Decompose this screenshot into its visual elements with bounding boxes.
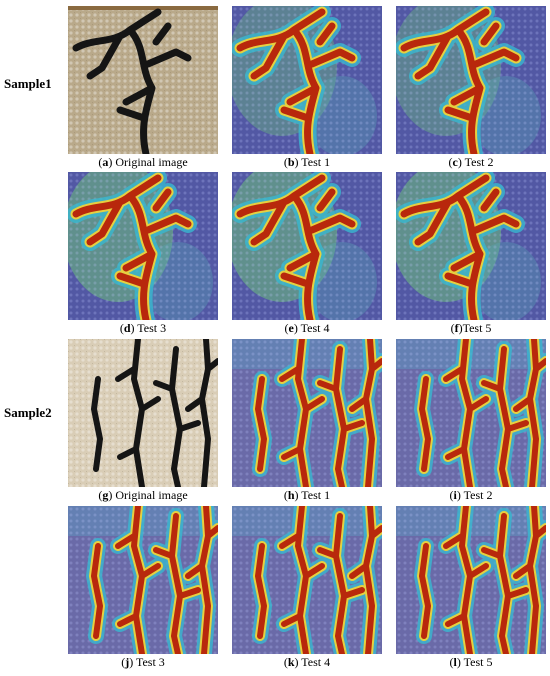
caption: (l) Test 5 (450, 655, 493, 669)
caption-text: ( (121, 655, 125, 669)
image-content (68, 506, 218, 654)
image-content (232, 172, 382, 320)
caption: (g) Original image (98, 488, 187, 502)
caption-text: ( (120, 321, 124, 335)
caption: (f)Test 5 (451, 321, 492, 335)
caption-text: ) Test 5 (457, 655, 493, 669)
caption-text: ) Test 3 (131, 321, 167, 335)
image-content (68, 6, 218, 154)
caption-text: ) Test 4 (294, 321, 330, 335)
caption-text: ) Test 1 (295, 488, 331, 502)
caption-text: ( (450, 488, 454, 502)
panel-image (396, 6, 546, 154)
caption-text: ( (284, 155, 288, 169)
caption: (b) Test 1 (284, 155, 330, 169)
image-content (232, 6, 382, 154)
caption: (j) Test 3 (121, 655, 165, 669)
caption: (d) Test 3 (120, 321, 166, 335)
caption-letter: g (102, 488, 108, 502)
caption-text: ) Test 2 (457, 488, 493, 502)
panel-image (68, 6, 218, 154)
image-content (396, 339, 546, 487)
image-content (68, 172, 218, 320)
caption: (h) Test 1 (284, 488, 330, 502)
panel-image (396, 339, 546, 487)
caption-text: ( (285, 321, 289, 335)
caption-text: ( (284, 488, 288, 502)
caption: (i) Test 2 (450, 488, 493, 502)
panel-image (68, 506, 218, 654)
caption: (k) Test 4 (284, 655, 330, 669)
image-content (68, 339, 218, 487)
row-label: Sample1 (4, 76, 52, 91)
panel-grid: (a) Original image (b) Test 1 (c) Test 2(d… (68, 6, 546, 669)
caption-text: ) Test 3 (129, 655, 165, 669)
image-content (396, 172, 546, 320)
caption-text: ) Test 2 (458, 155, 494, 169)
caption-text: ( (284, 655, 288, 669)
caption-letter: i (454, 488, 458, 502)
panel-image (396, 506, 546, 654)
image-content (232, 339, 382, 487)
caption-letter: h (288, 488, 295, 502)
caption-text: ) Test 1 (295, 155, 331, 169)
caption-text: ) Original image (108, 488, 187, 502)
caption-letter: b (288, 155, 295, 169)
caption-text: ( (449, 155, 453, 169)
caption-text: ( (98, 488, 102, 502)
caption-text: )Test 5 (459, 321, 492, 335)
caption-letter: j (124, 655, 129, 669)
caption: (a) Original image (98, 155, 187, 169)
panel-image (232, 339, 382, 487)
caption-text: ( (451, 321, 455, 335)
row-label: Sample2 (4, 405, 52, 420)
panel-image (396, 172, 546, 320)
caption-letter: a (102, 155, 108, 169)
panel-image (68, 172, 218, 320)
caption-letter: d (124, 321, 131, 335)
panel-image (232, 172, 382, 320)
caption-letter: e (289, 321, 295, 335)
caption-letter: f (455, 321, 460, 335)
image-content (396, 6, 546, 154)
image-content (232, 506, 382, 654)
caption-text: ( (98, 155, 102, 169)
caption-text: ) Original image (108, 155, 187, 169)
frame-edge (68, 6, 218, 10)
panel-image (68, 339, 218, 487)
caption-text: ) Test 4 (295, 655, 331, 669)
caption-letter: l (454, 655, 458, 669)
panel-image (232, 506, 382, 654)
image-content (396, 506, 546, 654)
caption-text: ( (450, 655, 454, 669)
caption-letter: c (453, 155, 459, 169)
panel-image (232, 6, 382, 154)
caption: (c) Test 2 (449, 155, 494, 169)
caption-letter: k (288, 655, 295, 669)
caption: (e) Test 4 (285, 321, 330, 335)
